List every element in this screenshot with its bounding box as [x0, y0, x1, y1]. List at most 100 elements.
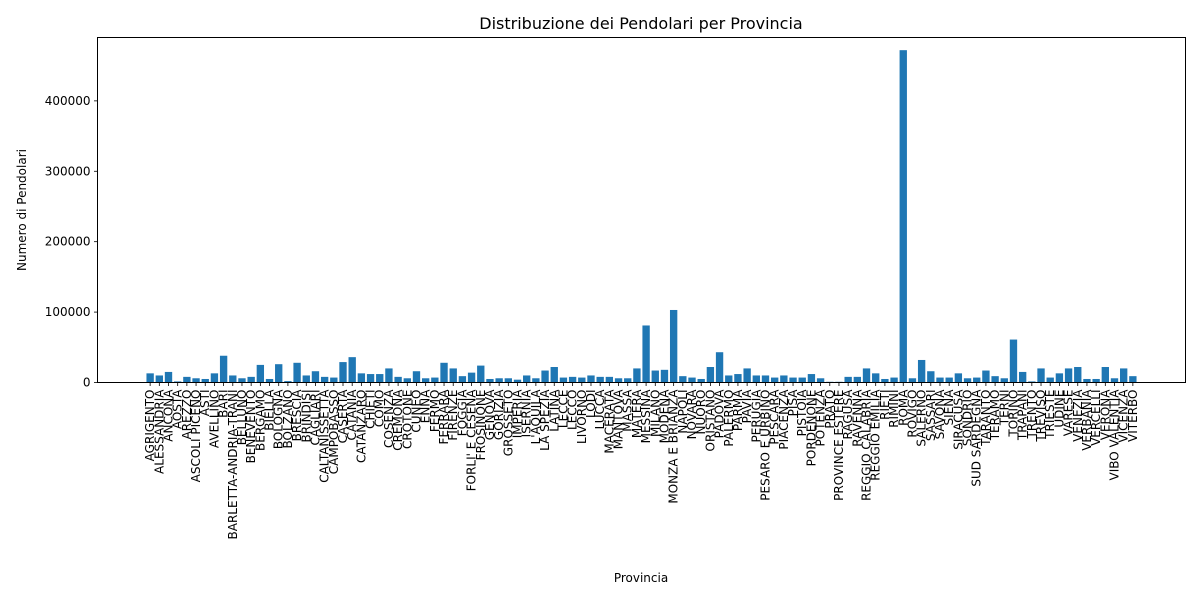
- chart-title: Distribuzione dei Pendolari per Provinci…: [479, 14, 802, 33]
- x-tick-label: ASCOLI PICENO: [189, 390, 203, 483]
- bar: [614, 378, 623, 383]
- x-tick-label: PRATO: [823, 390, 837, 429]
- bar: [927, 371, 935, 383]
- bar: [504, 378, 512, 383]
- bar: [945, 377, 953, 383]
- bar: [449, 368, 457, 383]
- bar: [440, 362, 448, 383]
- bar: [523, 375, 531, 383]
- x-tick-label: BARLETTA-ANDRIA-TRANI: [226, 390, 240, 540]
- y-axis: 0 100000 200000 300000 400000: [45, 94, 98, 390]
- x-axis-title: Provincia: [614, 571, 668, 585]
- y-tick-label: 0: [83, 376, 91, 390]
- x-tick-label: MILANO: [648, 390, 662, 437]
- bar: [284, 381, 292, 383]
- bar: [798, 377, 806, 383]
- bar: [1018, 371, 1027, 383]
- y-tick-label: 100000: [45, 305, 91, 319]
- bar: [872, 373, 880, 383]
- bar: [311, 371, 320, 383]
- x-tick-label: SAVONA: [933, 389, 947, 440]
- x-tick-label: SONDRIO: [961, 390, 975, 447]
- x-tick-label: BIELLA: [263, 389, 277, 431]
- bar: [899, 50, 907, 383]
- x-tick-label: GENOVA: [483, 389, 497, 441]
- bar: [734, 374, 742, 383]
- x-tick-label: CAMPOBASSO: [327, 390, 341, 475]
- bar: [587, 375, 595, 383]
- bar: [991, 376, 999, 383]
- x-tick-label: BENEVENTO: [244, 390, 258, 464]
- bar: [1037, 368, 1045, 383]
- x-tick-label: CHIETI: [364, 390, 378, 429]
- bar: [633, 368, 641, 383]
- bar: [1000, 378, 1008, 383]
- bar: [155, 375, 163, 383]
- x-tick-label: TRAPANI: [1016, 390, 1030, 442]
- bar: [596, 376, 604, 383]
- x-tick-label: BRESCIA: [290, 389, 304, 442]
- bar: [578, 377, 586, 383]
- bar: [219, 355, 228, 383]
- x-tick-label: VARESE: [1062, 390, 1076, 437]
- x-tick-label: VERBANIA: [1080, 389, 1094, 451]
- x-tick-label: RAVENNA: [850, 389, 864, 447]
- x-tick-label: PADOVA: [713, 389, 727, 439]
- bar: [917, 359, 926, 383]
- bar: [624, 378, 632, 383]
- x-tick-label: ENNA: [419, 389, 433, 424]
- x-tick-label: CASERTA: [336, 389, 350, 444]
- bar: [559, 377, 568, 383]
- x-tick-label: MONZA E BRIANZA: [667, 389, 681, 504]
- bar: [1046, 377, 1054, 383]
- x-tick-label: NAPOLI: [676, 390, 690, 434]
- x-tick-label: GORIZIA: [492, 389, 506, 440]
- bar: [715, 352, 724, 383]
- bar: [403, 378, 411, 383]
- bar: [881, 378, 889, 383]
- bar: [357, 373, 366, 383]
- bar: [771, 377, 779, 383]
- x-tick-label: GROSSETO: [501, 390, 515, 457]
- bar: [853, 376, 862, 383]
- bar: [982, 370, 990, 383]
- bar: [954, 373, 963, 383]
- x-tick-label: RIMINI: [887, 390, 901, 428]
- bar: [1129, 376, 1137, 383]
- x-tick-label: AVELLINO: [207, 390, 221, 449]
- x-tick-label: COMO: [373, 390, 387, 428]
- x-tick-label: FERMO: [428, 390, 442, 433]
- x-tick-label: CATANZARO: [354, 390, 368, 463]
- x-tick-label: TERNI: [997, 390, 1011, 427]
- bar: [789, 377, 797, 383]
- x-tick-label: L'AQUILA: [529, 389, 543, 445]
- bar: [376, 374, 384, 383]
- x-tick-label: PERUGIA: [749, 389, 763, 443]
- bar: [1074, 367, 1082, 383]
- x-tick-label: CALTANISSETTA: [318, 389, 332, 483]
- x-tick-label: LIVORNO: [575, 390, 589, 444]
- x-tick-label: BELLUNO: [235, 390, 249, 446]
- bar: [752, 375, 760, 383]
- x-tick-label: UDINE: [1052, 390, 1066, 428]
- x-tick-label: PESCARA: [768, 389, 782, 445]
- x-tick-label: SIENA: [942, 389, 956, 426]
- x-tick-label: TRIESTE: [1043, 390, 1057, 440]
- bar: [431, 377, 439, 383]
- x-tick-label: MODENA: [657, 389, 671, 444]
- bar: [1101, 367, 1109, 383]
- x-tick-label: PISA: [786, 389, 800, 417]
- bar: [275, 364, 283, 383]
- bar: [302, 375, 310, 383]
- x-tick-label: CUNEO: [409, 390, 423, 433]
- x-tick-label: TRENTO: [1025, 390, 1039, 440]
- x-tick-label: MACERATA: [602, 389, 616, 454]
- bar: [1110, 378, 1119, 383]
- x-tick-label: PISTOIA: [795, 389, 809, 437]
- x-tick-label: PESARO E URBINO: [758, 390, 772, 501]
- bar: [339, 362, 347, 383]
- x-tick-label: TREVISO: [1034, 390, 1048, 443]
- x-tick-label: FERRARA: [437, 389, 451, 445]
- x-tick-label: RIETI: [878, 390, 892, 420]
